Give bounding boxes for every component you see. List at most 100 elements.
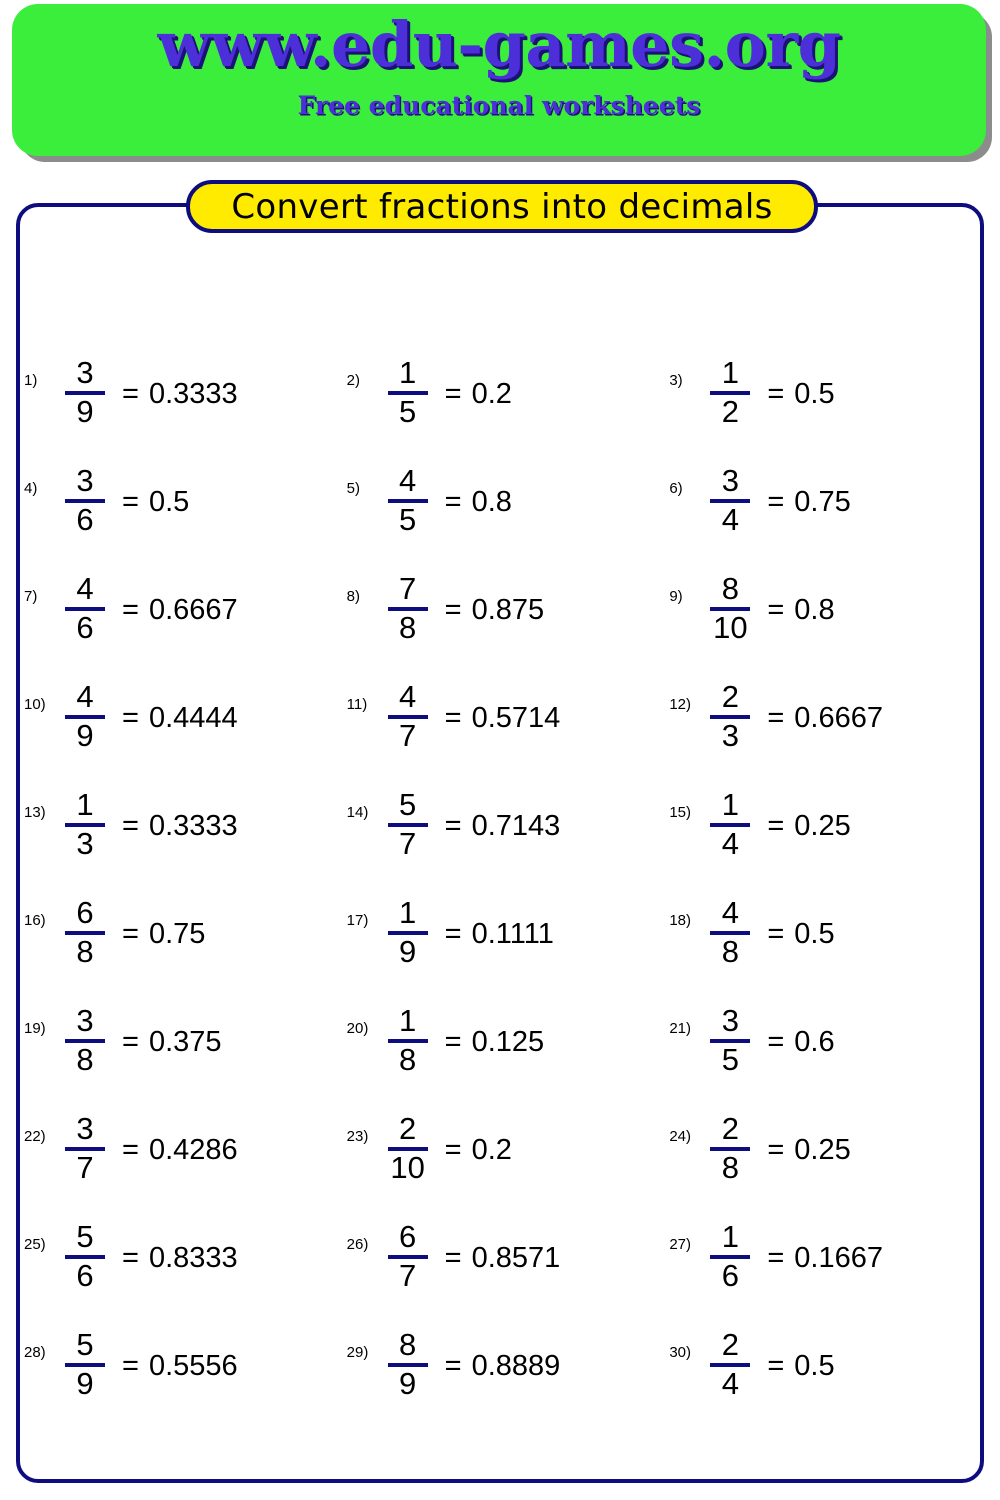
problem-number: 13) bbox=[24, 804, 46, 821]
answer-value[interactable]: 0.6667 bbox=[148, 593, 238, 626]
answer-value[interactable]: 0.3333 bbox=[148, 809, 238, 842]
answer-value[interactable]: 0.5 bbox=[794, 377, 835, 410]
equals-sign: = bbox=[444, 377, 462, 410]
fraction-equation: 1 8 = 0.125 bbox=[381, 1005, 545, 1075]
fraction-bar bbox=[710, 391, 751, 395]
answer-value[interactable]: 0.25 bbox=[794, 809, 851, 842]
answer-value[interactable]: 0.2 bbox=[471, 1133, 512, 1166]
fraction-bar bbox=[710, 1255, 751, 1259]
problem-item: 27) 1 6 = 0.1667 bbox=[661, 1216, 984, 1324]
fraction-equation: 4 6 = 0.6667 bbox=[58, 573, 238, 643]
answer-value[interactable]: 0.8 bbox=[794, 593, 835, 626]
problem-item: 19) 3 8 = 0.375 bbox=[16, 1000, 339, 1108]
problem-item: 3) 1 2 = 0.5 bbox=[661, 352, 984, 460]
problem-item: 24) 2 8 = 0.25 bbox=[661, 1108, 984, 1216]
answer-value[interactable]: 0.7143 bbox=[471, 809, 561, 842]
answer-value[interactable]: 0.1667 bbox=[794, 1241, 883, 1274]
fraction-denominator: 4 bbox=[721, 502, 739, 537]
site-banner: www.edu-games.org Free educational works… bbox=[12, 4, 986, 156]
fraction-numerator: 3 bbox=[721, 463, 739, 498]
fraction-numerator: 1 bbox=[399, 355, 417, 390]
problem-item: 2) 1 5 = 0.2 bbox=[339, 352, 662, 460]
problem-number: 28) bbox=[24, 1344, 46, 1361]
site-tagline: Free educational worksheets bbox=[297, 91, 701, 121]
answer-value[interactable]: 0.8571 bbox=[471, 1241, 561, 1274]
fraction-bar bbox=[387, 499, 428, 503]
problem-number: 3) bbox=[669, 372, 683, 389]
fraction-equation: 1 3 = 0.3333 bbox=[58, 787, 238, 859]
answer-value[interactable]: 0.4444 bbox=[148, 701, 238, 734]
answer-value[interactable]: 0.5714 bbox=[471, 701, 561, 734]
equals-sign: = bbox=[767, 917, 785, 950]
fraction-denominator: 10 bbox=[390, 1150, 425, 1185]
fraction-bar bbox=[710, 607, 751, 611]
equals-sign: = bbox=[767, 1133, 785, 1166]
answer-value[interactable]: 0.5 bbox=[794, 917, 835, 950]
fraction-denominator: 5 bbox=[721, 1042, 739, 1077]
fraction-denominator: 7 bbox=[399, 826, 417, 861]
answer-value[interactable]: 0.8 bbox=[471, 485, 512, 518]
fraction-bar bbox=[387, 607, 428, 611]
problem-number: 2) bbox=[346, 372, 360, 389]
answer-value[interactable]: 0.6667 bbox=[794, 701, 883, 734]
problem-number: 30) bbox=[669, 1344, 692, 1361]
answer-value[interactable]: 0.6 bbox=[794, 1025, 835, 1058]
problem-item: 23) 2 10 = 0.2 bbox=[339, 1108, 662, 1216]
answer-value[interactable]: 0.4286 bbox=[148, 1133, 238, 1166]
answer-value[interactable]: 0.8333 bbox=[148, 1241, 238, 1274]
fraction-numerator: 3 bbox=[76, 355, 94, 390]
answer-value[interactable]: 0.5 bbox=[148, 485, 190, 518]
fraction-numerator: 1 bbox=[399, 895, 417, 930]
answer-value[interactable]: 0.5 bbox=[794, 1349, 835, 1382]
answer-value[interactable]: 0.125 bbox=[471, 1025, 545, 1058]
fraction-denominator: 8 bbox=[76, 934, 94, 969]
problem-number: 15) bbox=[669, 804, 692, 821]
fraction: 8 10 bbox=[703, 573, 757, 643]
answer-value[interactable]: 0.75 bbox=[794, 485, 851, 518]
fraction-numerator: 1 bbox=[721, 355, 739, 390]
answer-value[interactable]: 0.1111 bbox=[471, 917, 554, 950]
answer-value[interactable]: 0.5556 bbox=[148, 1349, 238, 1382]
fraction-denominator: 9 bbox=[399, 934, 417, 969]
answer-value[interactable]: 0.3333 bbox=[148, 377, 238, 410]
fraction-bar bbox=[387, 1255, 428, 1259]
answer-value[interactable]: 0.875 bbox=[471, 593, 545, 626]
fraction-numerator: 3 bbox=[76, 1111, 94, 1146]
answer-value[interactable]: 0.75 bbox=[148, 917, 206, 950]
fraction-equation: 2 3 = 0.6667 bbox=[703, 681, 883, 751]
answer-value[interactable]: 0.375 bbox=[148, 1025, 222, 1058]
fraction-numerator: 1 bbox=[721, 787, 739, 822]
problem-number: 16) bbox=[24, 912, 46, 929]
problem-item: 30) 2 4 = 0.5 bbox=[661, 1324, 984, 1432]
fraction-denominator: 8 bbox=[721, 1150, 739, 1185]
problem-number: 17) bbox=[346, 912, 369, 929]
answer-value[interactable]: 0.8889 bbox=[471, 1349, 561, 1382]
fraction-numerator: 5 bbox=[76, 1327, 94, 1362]
fraction-bar bbox=[65, 499, 105, 503]
worksheet-title-badge: Convert fractions into decimals bbox=[186, 180, 818, 233]
problem-number: 5) bbox=[346, 480, 360, 497]
problem-item: 5) 4 5 = 0.8 bbox=[339, 460, 662, 568]
equals-sign: = bbox=[122, 377, 139, 410]
problem-item: 4) 3 6 = 0.5 bbox=[16, 460, 339, 568]
fraction-bar bbox=[65, 715, 105, 719]
fraction-bar bbox=[387, 391, 428, 395]
fraction-numerator: 1 bbox=[76, 787, 94, 822]
answer-value[interactable]: 0.25 bbox=[794, 1133, 851, 1166]
answer-value[interactable]: 0.2 bbox=[471, 377, 512, 410]
problem-item: 7) 4 6 = 0.6667 bbox=[16, 568, 339, 676]
fraction-equation: 8 9 = 0.8889 bbox=[381, 1329, 561, 1399]
fraction-equation: 8 10 = 0.8 bbox=[703, 573, 835, 643]
equals-sign: = bbox=[122, 809, 139, 842]
